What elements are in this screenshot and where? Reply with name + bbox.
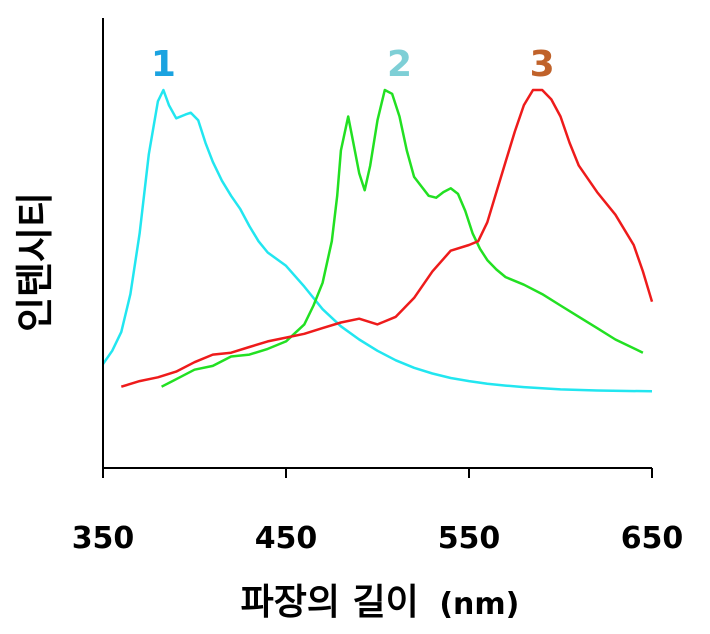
x-tick-label-350: 350 (72, 521, 135, 556)
x-tick-label-550: 550 (438, 521, 501, 556)
x-tick-labels: 350 450 550 650 (72, 521, 684, 556)
x-tick-label-450: 450 (255, 521, 318, 556)
y-axis-title: 인텐시티 (13, 192, 57, 332)
series-label-2: 2 (387, 44, 412, 85)
plot-lines (101, 88, 654, 393)
series-labels: 1 2 3 (151, 44, 555, 85)
series-line-2 (161, 88, 644, 388)
axes (102, 18, 652, 469)
series-label-3: 3 (530, 44, 555, 85)
x-ticks (102, 468, 653, 478)
series-line-1 (101, 88, 653, 393)
x-axis-title-text: 파장의 길이 (241, 582, 419, 623)
x-axis-unit: (nm) (439, 587, 519, 622)
x-tick-label-650: 650 (621, 521, 684, 556)
x-axis-title: 파장의 길이 (nm) (241, 582, 520, 623)
series-line-3 (120, 88, 654, 388)
series-label-1: 1 (151, 44, 176, 85)
